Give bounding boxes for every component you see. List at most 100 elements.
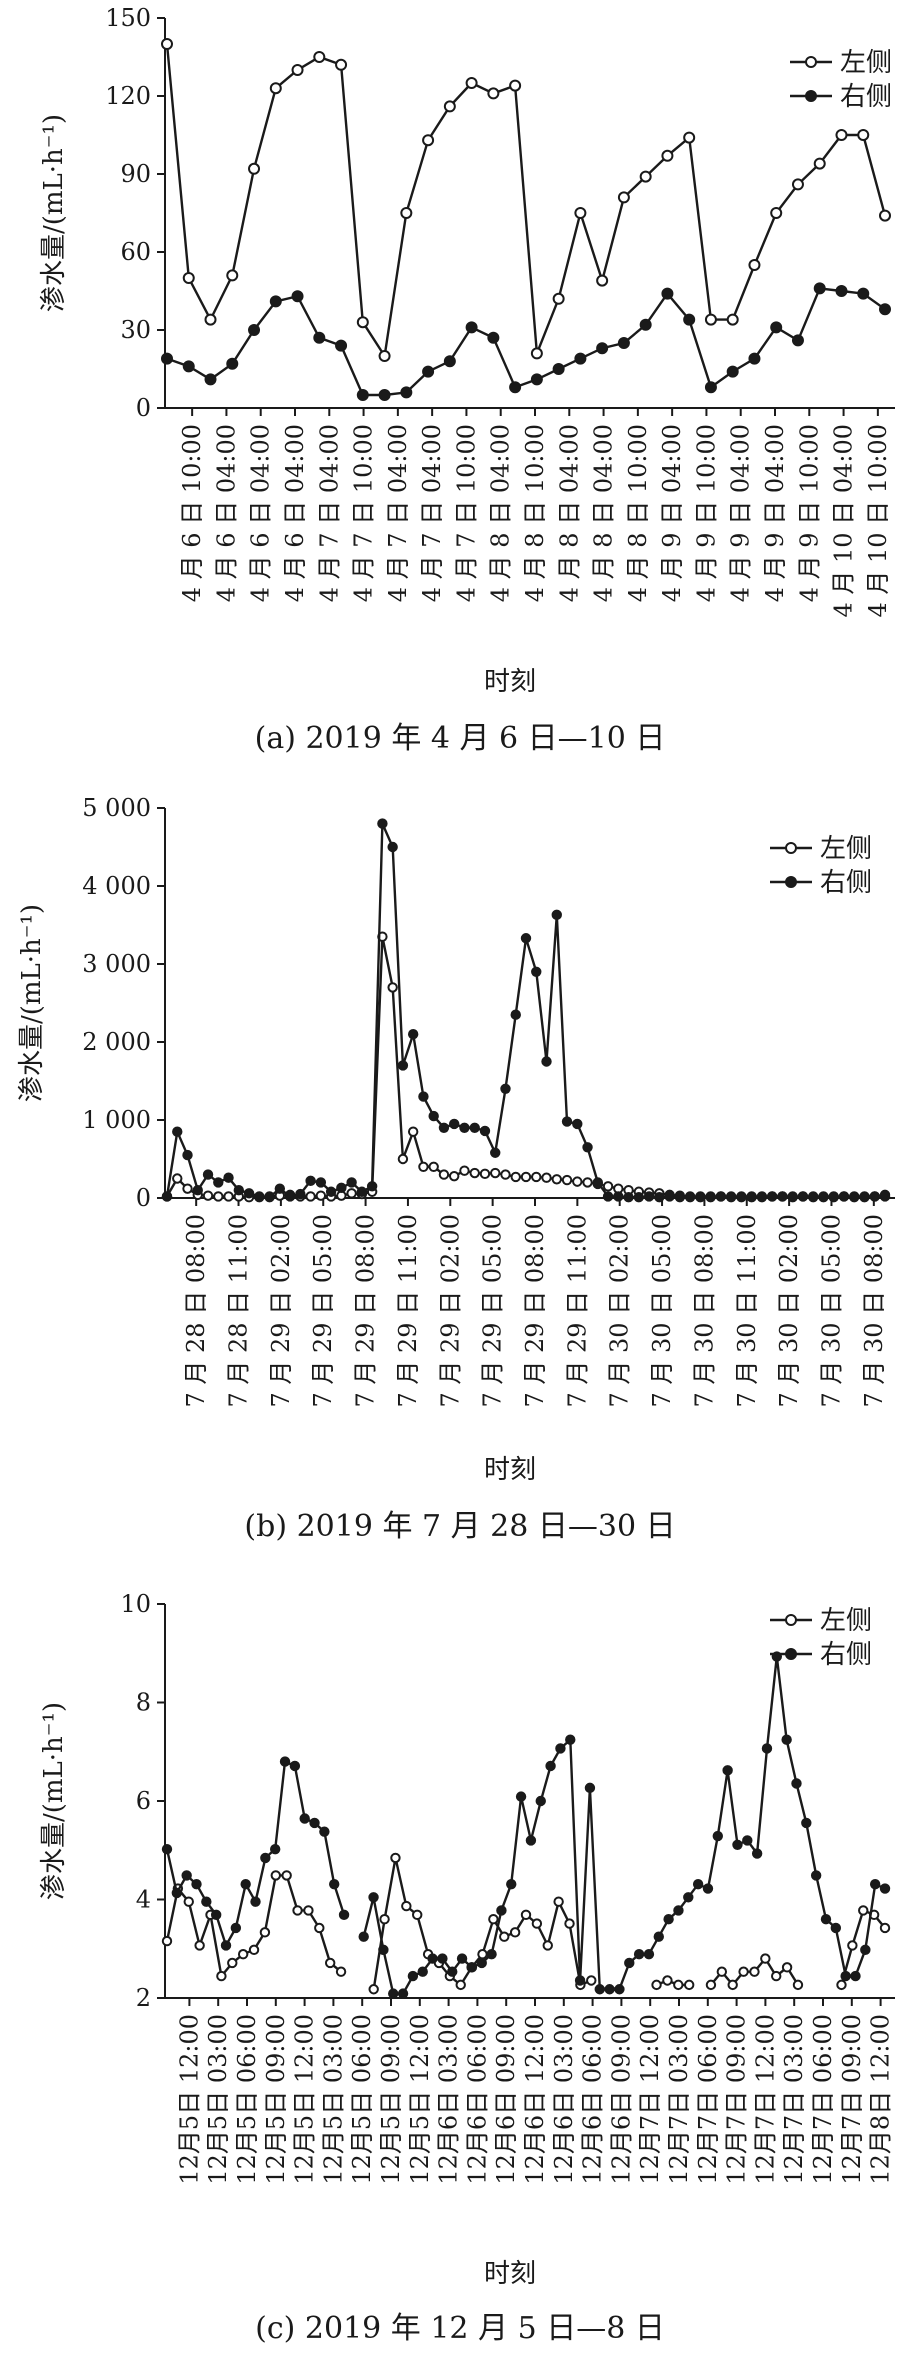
data-point [725,1192,737,1203]
data-point [602,1181,614,1192]
data-point [223,1191,234,1202]
data-point [712,1830,723,1842]
data-point [309,1817,320,1829]
data-point [791,1778,802,1789]
data-point [830,1922,842,1934]
data-point [407,1970,419,1982]
data-point [338,1909,350,1921]
data-point [604,1984,615,1995]
x-tick-label: 12月7日 06:00 [694,2014,722,2185]
data-point [418,1161,429,1173]
data-point [535,1795,546,1807]
data-point [292,1905,303,1916]
y-tick-label: 2 000 [82,1028,151,1056]
figure-caption: (a) 2019 年 4 月 6 日—10 日 [255,721,666,756]
x-tick-label: 12月7日 06:00 [809,2014,837,2185]
data-point [161,38,173,50]
data-point [216,1970,227,1982]
y-tick-label: 30 [120,316,151,344]
data-point [572,1176,583,1187]
data-point [770,321,783,334]
data-point [412,1909,423,1921]
x-tick-label: 4 月 8 日 04:00 [555,424,583,602]
data-point [397,1988,409,1999]
data-point [705,1979,717,1991]
series-line [165,1656,886,1995]
data-point [356,389,369,401]
data-point [574,207,587,219]
x-tick-label: 7 月 30 日 05:00 [648,1214,676,1408]
data-point [437,1953,448,1964]
data-point [161,1843,173,1855]
x-tick-label: 12月6日 03:00 [550,2014,578,2185]
data-point [291,290,304,303]
data-point [602,1191,614,1202]
x-tick-label: 12月5日 03:00 [204,2014,232,2185]
data-point [368,1984,379,1995]
data-point [732,1839,743,1850]
x-tick-label: 4 月 7 日 04:00 [384,424,412,602]
data-point [243,1188,255,1199]
data-point [596,274,609,287]
data-point [727,1979,738,1991]
data-point [561,1116,573,1127]
data-point [509,79,522,92]
data-point [486,1949,497,1960]
data-point [749,1966,760,1977]
data-point [756,1192,768,1203]
x-tick-label: 12月7日 03:00 [665,2014,693,2185]
data-point [683,1979,695,1991]
data-point [499,1931,510,1942]
data-point [572,1118,583,1130]
series-line [165,936,885,1199]
series-right [161,1651,891,1999]
data-point [455,1979,466,1991]
data-point [269,82,282,95]
chart-panel-2: 0 1 000 2 000 3 000 4 000 5 000 渗水量/(mL·h⁻¹) 7 … [17,794,895,1544]
data-point [748,352,761,365]
data-point [879,303,891,316]
data-point [487,87,500,100]
data-point [692,1878,704,1890]
y-tick-label: 3 000 [82,950,151,978]
data-point [859,1192,870,1203]
data-point [530,373,543,386]
data-point [592,1177,603,1188]
data-point [531,1918,543,1929]
data-point [233,1185,245,1196]
data-point [552,292,565,305]
data-point [857,129,870,141]
data-point [584,1782,596,1794]
y-tick-label: 90 [120,160,151,188]
data-point [509,381,522,394]
data-point [213,1191,224,1202]
legend-label: 左侧 [820,834,872,864]
data-point [781,1734,792,1745]
x-tick-label: 4 月 6 日 04:00 [212,424,240,602]
x-tick-label: 4 月 7 日 04:00 [315,424,343,602]
data-point [299,1813,310,1824]
legend-marker [785,842,797,854]
data-point [847,1940,858,1951]
data-point [771,1970,782,1982]
data-point [792,1979,804,1991]
data-point [623,1192,634,1203]
data-point [879,209,891,222]
data-point [869,1878,881,1890]
data-point [227,1957,238,1969]
data-point [808,1192,819,1203]
data-point [613,1191,624,1202]
data-point [254,1191,265,1202]
data-point [313,331,326,344]
x-tick-label: 7 月 30 日 08:00 [690,1214,718,1408]
data-point [449,1118,460,1130]
x-tick-label: 4 月 7 日 10:00 [452,424,480,602]
data-point [407,1126,419,1137]
data-point [542,1940,553,1951]
data-point [279,1756,291,1767]
data-point [469,1167,480,1179]
x-tick-label: 7 月 30 日 02:00 [775,1214,803,1408]
y-axis-title: 渗水量/(mL·h⁻¹) [39,114,69,312]
data-point [654,1192,665,1203]
